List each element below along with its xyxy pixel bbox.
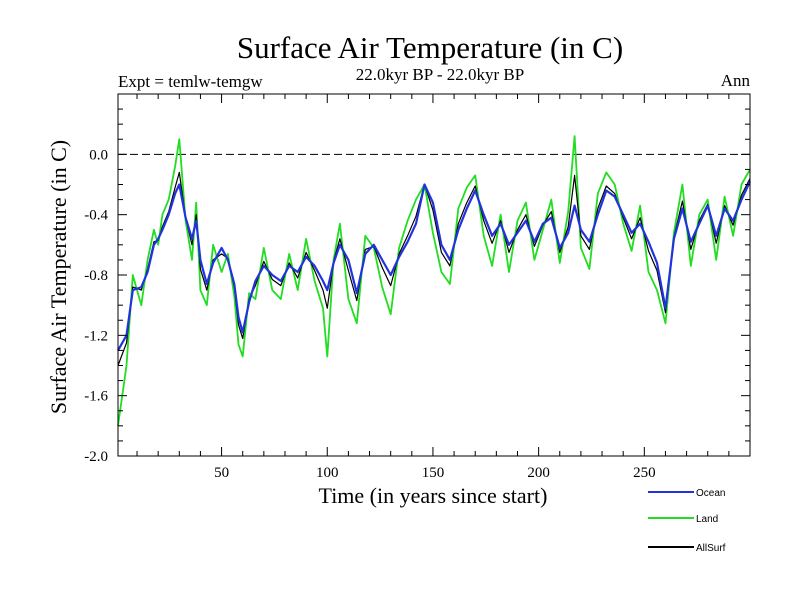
y-tick-label: -2.0 xyxy=(84,449,108,465)
x-tick-label: 150 xyxy=(422,465,445,481)
plot-area: 50 100 150 200 250 -2.0 -1.6 -1.2 -0.8 -0.4 0.0 xyxy=(84,93,751,481)
y-tick-label: -0.8 xyxy=(84,268,108,284)
y-axis-label: Surface Air Temperature (in C) xyxy=(46,140,71,414)
ticks-group: 50 100 150 200 250 -2.0 -1.6 -1.2 -0.8 -0.4 0.0 xyxy=(84,94,750,481)
x-tick-label: 250 xyxy=(633,465,656,481)
y-tick-label: 0.0 xyxy=(89,147,108,163)
chart-title: Surface Air Temperature (in C) xyxy=(237,30,623,65)
y-tick-label: -1.2 xyxy=(84,328,108,344)
x-tick-label: 50 xyxy=(214,465,229,481)
legend-label-land: Land xyxy=(696,514,718,525)
x-tick-label: 100 xyxy=(316,465,339,481)
series-group xyxy=(117,135,751,426)
legend-label-ocean: Ocean xyxy=(696,488,725,499)
y-tick-label: -0.4 xyxy=(84,208,108,224)
legend-label-allsurf: AllSurf xyxy=(696,543,726,554)
legend: Ocean Land AllSurf xyxy=(648,488,726,554)
plot-frame xyxy=(117,93,751,457)
y-tick-label: -1.6 xyxy=(84,389,108,405)
season-label: Ann xyxy=(721,71,751,90)
x-axis-label: Time (in years since start) xyxy=(319,483,548,508)
series-line-allsurf xyxy=(117,171,751,366)
experiment-label: Expt = temlw-temgw xyxy=(118,72,263,91)
chart-subtitle: 22.0kyr BP - 22.0kyr BP xyxy=(356,65,524,84)
series-line-ocean xyxy=(117,181,751,351)
x-tick-label: 200 xyxy=(527,465,550,481)
series-line-land xyxy=(117,135,751,426)
